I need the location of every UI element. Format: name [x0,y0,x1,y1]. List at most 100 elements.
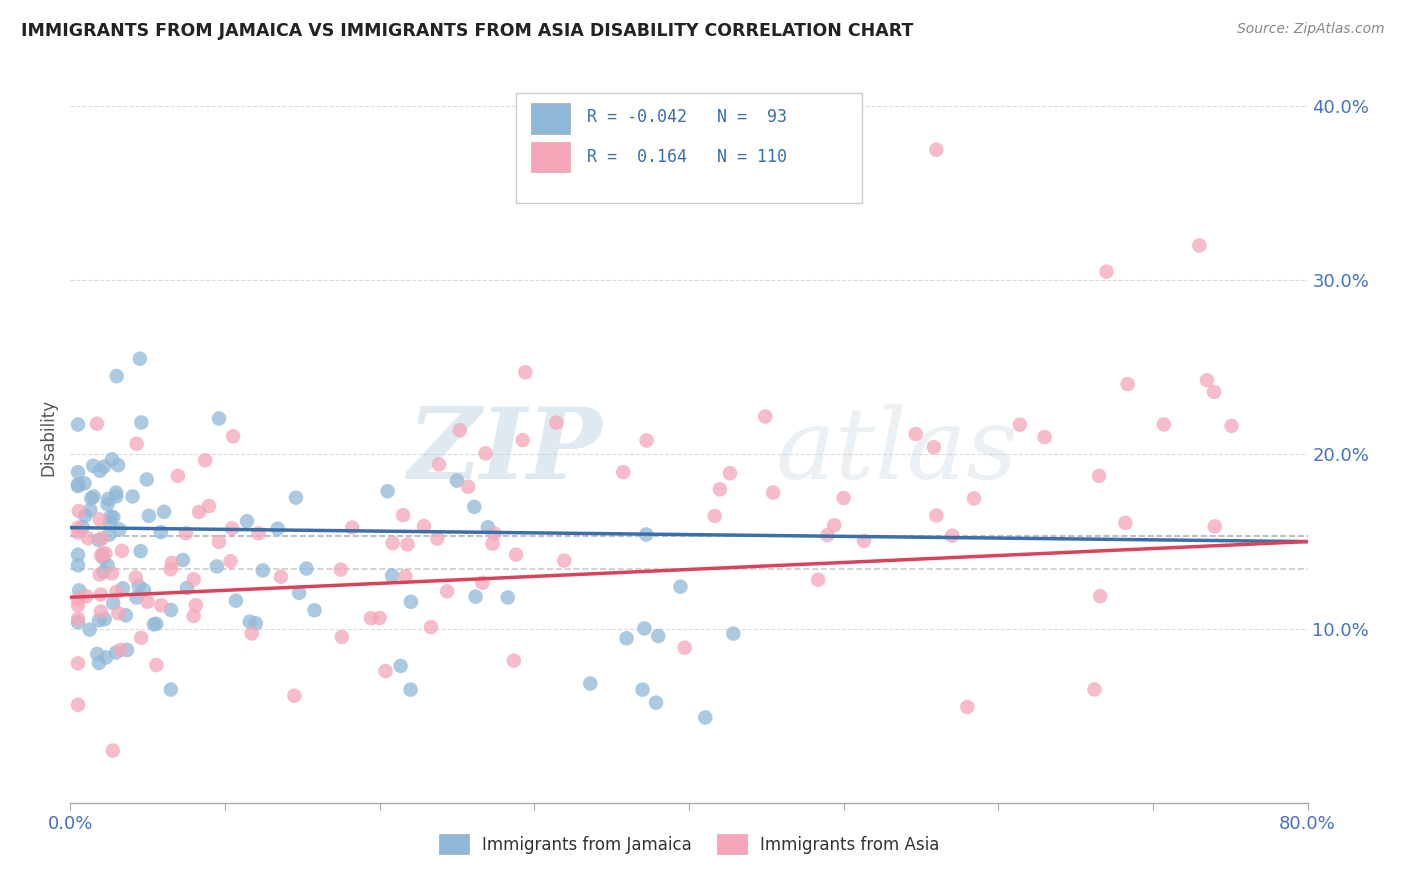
Point [77,532,100,546]
Point [553,554,575,568]
Point [142,617,165,632]
Point [941,529,963,543]
Point [1202,384,1225,399]
Point [136,595,159,609]
Point [645,696,668,710]
Point [239,615,262,629]
Point [87,613,110,627]
Point [394,569,416,583]
Point [145,616,167,631]
Point [176,581,198,595]
Point [396,537,419,551]
Point [108,522,131,536]
Point [377,484,399,499]
Point [225,593,247,607]
Point [832,491,855,505]
Point [94,650,117,665]
Point [449,423,471,437]
Point [399,595,422,609]
Point [75,508,97,523]
Point [132,582,155,597]
Point [89,567,111,582]
Point [87,533,110,547]
Point [86,417,108,431]
Point [329,563,352,577]
Bar [530,103,571,134]
Point [817,528,839,542]
Text: R =  0.164   N = 110: R = 0.164 N = 110 [588,148,787,166]
Point [67,657,90,671]
Point [67,525,90,540]
Point [925,143,948,157]
Point [1095,265,1118,279]
Point [266,522,288,536]
Point [389,659,412,673]
Point [93,565,115,579]
Point [93,612,115,626]
Point [616,632,638,646]
Point [67,599,90,613]
Point [669,580,692,594]
Point [222,429,245,443]
Point [86,647,108,661]
Point [295,561,318,575]
Point [87,656,110,670]
Point [205,559,228,574]
Point [392,508,415,523]
Point [129,544,152,558]
Point [413,519,436,533]
Point [381,536,404,550]
Point [115,643,138,657]
Point [100,509,122,524]
Point [1088,469,1111,483]
Point [91,547,114,561]
Point [82,458,104,473]
Point [703,508,725,523]
Point [1204,519,1226,533]
Point [160,603,183,617]
Point [636,527,658,541]
Point [125,436,148,450]
Point [110,643,132,657]
Point [159,562,181,576]
FancyBboxPatch shape [516,94,862,203]
Point [502,654,524,668]
Point [1114,516,1136,530]
Point [723,626,745,640]
Point [97,558,120,573]
Point [762,485,785,500]
Point [115,608,138,623]
Point [183,609,205,624]
Point [75,589,97,603]
Point [631,682,654,697]
Point [1116,377,1139,392]
Point [90,532,112,546]
Point [184,598,207,612]
Point [252,563,274,577]
Point [963,491,986,506]
Point [340,520,363,534]
Point [98,516,121,531]
Point [105,490,128,504]
Point [505,548,527,562]
Point [245,616,267,631]
Point [107,606,129,620]
Point [96,497,118,511]
Point [474,446,496,460]
Point [67,615,90,630]
Point [208,535,231,549]
Point [1195,373,1218,387]
Y-axis label: Disability: Disability [39,399,58,475]
Point [90,605,112,619]
Point [129,631,152,645]
Point [823,518,845,533]
Point [381,568,404,582]
Point [67,465,90,479]
Point [67,612,90,626]
Point [754,409,776,424]
Point [426,532,449,546]
Point [174,526,197,541]
Text: R = -0.042   N =  93: R = -0.042 N = 93 [588,109,787,127]
Point [284,491,307,505]
Point [149,525,172,540]
